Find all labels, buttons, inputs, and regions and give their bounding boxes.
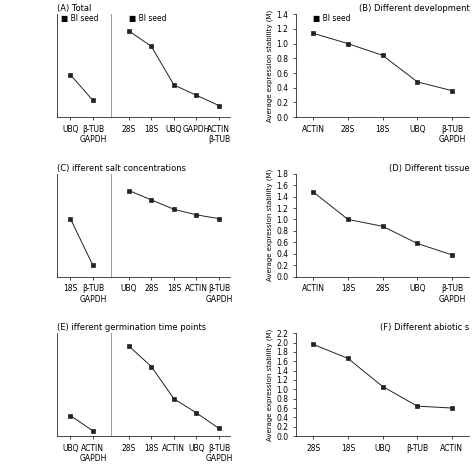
Text: (E) ﻿ifferent germination time points: (E) ﻿ifferent germination time points xyxy=(57,323,206,332)
Text: (F) Different abiotic s: (F) Different abiotic s xyxy=(380,323,469,332)
Text: ■ Bl seed: ■ Bl seed xyxy=(61,14,99,23)
Y-axis label: Average expression stability (M): Average expression stability (M) xyxy=(267,169,273,281)
Y-axis label: Average expression stability (M): Average expression stability (M) xyxy=(267,328,273,441)
Text: ■ Bl seed: ■ Bl seed xyxy=(313,14,351,23)
Text: (C) ﻿ifferent salt concentrations: (C) ﻿ifferent salt concentrations xyxy=(57,164,186,173)
Text: (B) Different development: (B) Different development xyxy=(358,4,469,13)
Text: ■ Bl seed: ■ Bl seed xyxy=(129,14,166,23)
Y-axis label: Average expression stability (M): Average expression stability (M) xyxy=(267,9,273,122)
Text: (A) Total: (A) Total xyxy=(57,4,91,13)
Text: (D) Different tissue: (D) Different tissue xyxy=(389,164,469,173)
